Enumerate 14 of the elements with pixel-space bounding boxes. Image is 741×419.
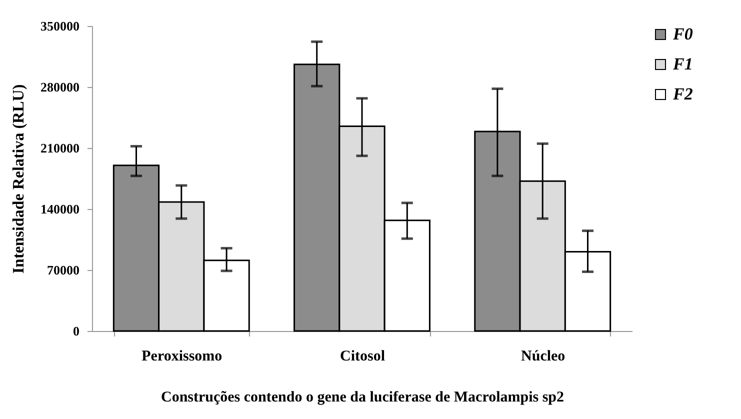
y-tick-label: 210000 <box>40 140 80 156</box>
y-tick-label: 140000 <box>40 202 80 216</box>
x-axis-title: Construções contendo o gene da luciferase de Macrolampis sp2 <box>160 390 564 406</box>
y-tick-label: 0 <box>73 324 80 338</box>
y-tick-label: 280000 <box>40 80 80 94</box>
y-axis-title: Intensidade Relativa (RLU) <box>10 84 28 274</box>
legend-label: F2 <box>672 84 694 104</box>
legend-label: F1 <box>672 54 693 74</box>
legend-label: F0 <box>672 24 694 44</box>
x-tick-label: Núcleo <box>521 348 566 364</box>
x-tick-label: Citosol <box>340 348 385 364</box>
y-tick-label: 70000 <box>47 262 80 278</box>
x-tick-label: Peroxissomo <box>142 348 222 364</box>
y-tick-label: 350000 <box>40 18 80 34</box>
